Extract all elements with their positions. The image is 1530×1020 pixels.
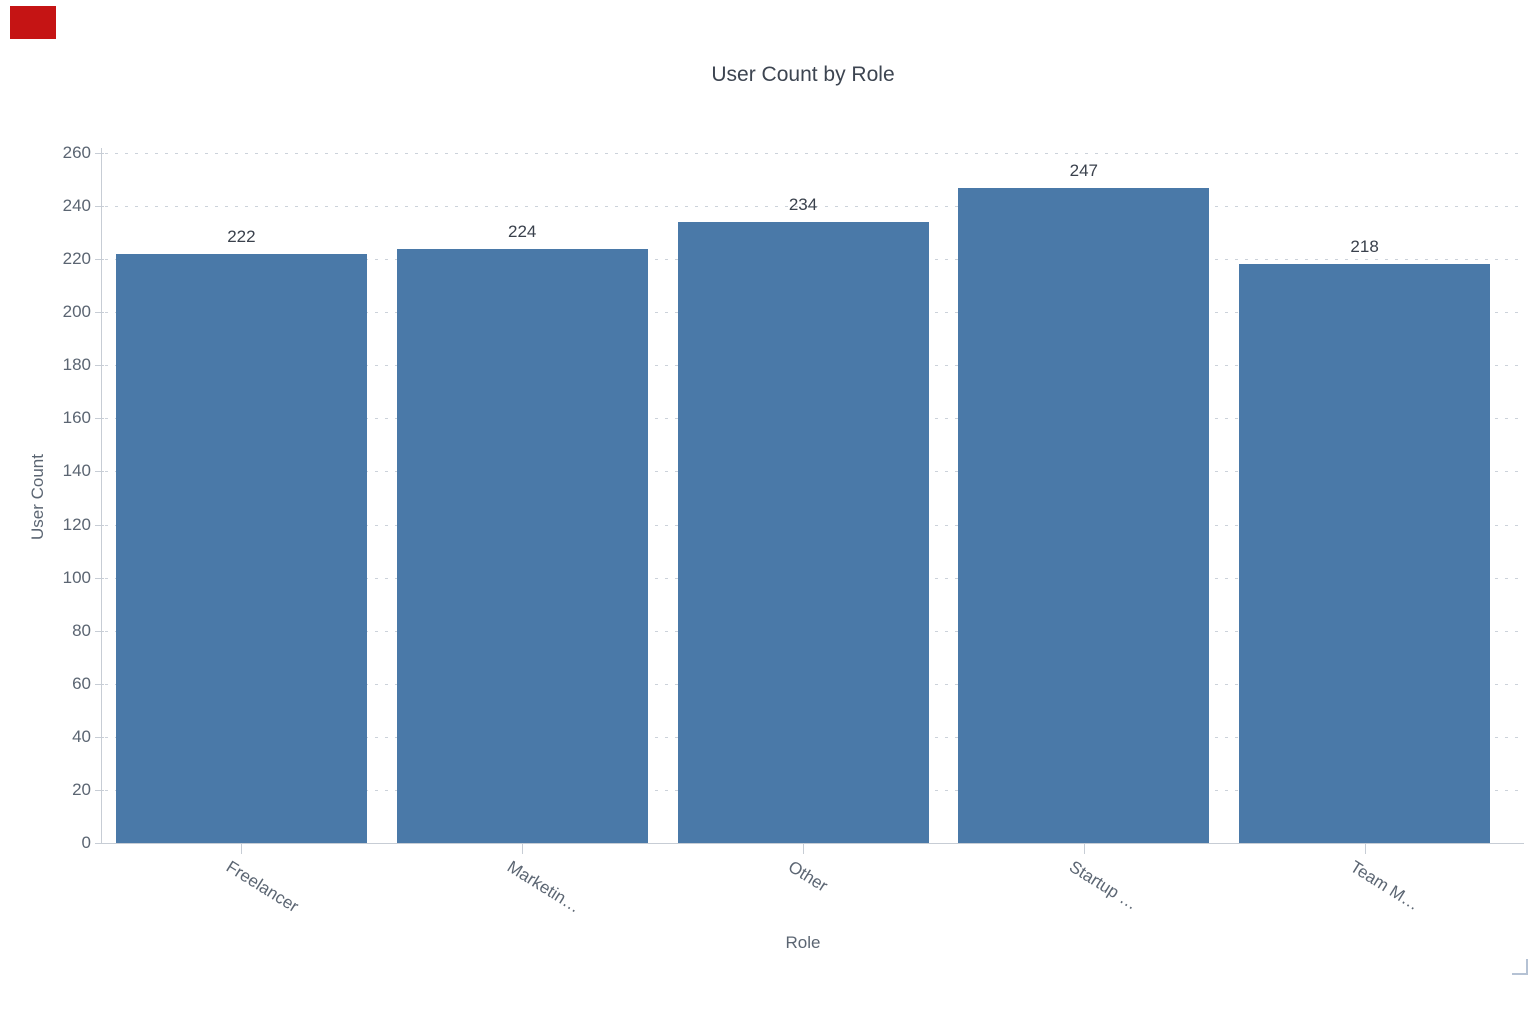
x-axis-tick: [241, 844, 243, 854]
y-axis-tick-label: 40: [72, 726, 91, 746]
y-axis-tick-label: 220: [62, 249, 91, 269]
y-axis-line: [101, 148, 102, 844]
y-axis-tick: [95, 259, 104, 261]
x-axis-tick: [1083, 844, 1085, 854]
bar[interactable]: [396, 248, 648, 843]
y-axis-tick: [95, 312, 104, 314]
x-axis-tick: [803, 844, 804, 854]
x-axis-tick-label: Freelancer: [223, 857, 303, 917]
x-axis-tick-label: Other: [784, 857, 832, 896]
gridline: [105, 153, 1524, 154]
y-axis-tick-label: 260: [62, 143, 91, 162]
y-axis-tick-label: 60: [72, 673, 91, 693]
y-axis-tick: [95, 789, 104, 791]
y-axis-tick-label: 200: [62, 302, 91, 322]
bar[interactable]: [115, 253, 367, 843]
y-axis-tick-label: 160: [62, 408, 91, 428]
y-axis-tick: [95, 843, 104, 844]
bar-value-label: 218: [1350, 237, 1379, 257]
bar[interactable]: [958, 187, 1210, 843]
y-axis-tick-label: 120: [62, 514, 91, 534]
y-axis-tick: [95, 153, 104, 154]
x-axis-tick-label: Startup …: [1065, 857, 1141, 914]
y-axis-tick-label: 0: [81, 833, 91, 852]
bar-value-label: 234: [788, 195, 818, 214]
y-axis-tick: [95, 206, 104, 208]
bar-value-label: 247: [1069, 160, 1098, 180]
resize-handle-icon[interactable]: [1512, 959, 1528, 975]
chart-title: User Count by Role: [711, 63, 895, 86]
y-axis-tick: [95, 471, 104, 473]
bar-value-label: 222: [227, 226, 256, 246]
x-axis-tick: [522, 844, 524, 854]
x-axis-tick-label: Marketin…: [504, 857, 584, 917]
y-axis-tick: [95, 683, 104, 685]
y-axis-tick: [95, 524, 104, 526]
x-axis-title: Role: [785, 933, 821, 952]
y-axis-tick: [95, 365, 104, 367]
y-axis-tick-label: 180: [62, 355, 91, 375]
y-axis-tick-label: 140: [62, 461, 91, 481]
bar[interactable]: [677, 222, 929, 843]
y-axis-tick: [95, 630, 104, 632]
x-axis-line: [101, 843, 1524, 844]
y-axis-tick-label: 80: [72, 620, 91, 640]
x-axis-tick: [1364, 844, 1366, 854]
y-axis-tick-label: 240: [62, 196, 91, 216]
red-marker: [10, 6, 56, 39]
bar[interactable]: [1239, 264, 1491, 843]
y-axis-tick: [95, 736, 104, 738]
y-axis-tick: [95, 418, 104, 420]
x-axis-tick-label: Team M…: [1346, 857, 1423, 915]
y-axis-tick: [95, 577, 104, 579]
bar-value-label: 224: [508, 221, 537, 241]
y-axis-tick-label: 100: [62, 567, 91, 587]
y-axis-tick-label: 20: [72, 779, 91, 799]
gridline: [105, 206, 1524, 208]
